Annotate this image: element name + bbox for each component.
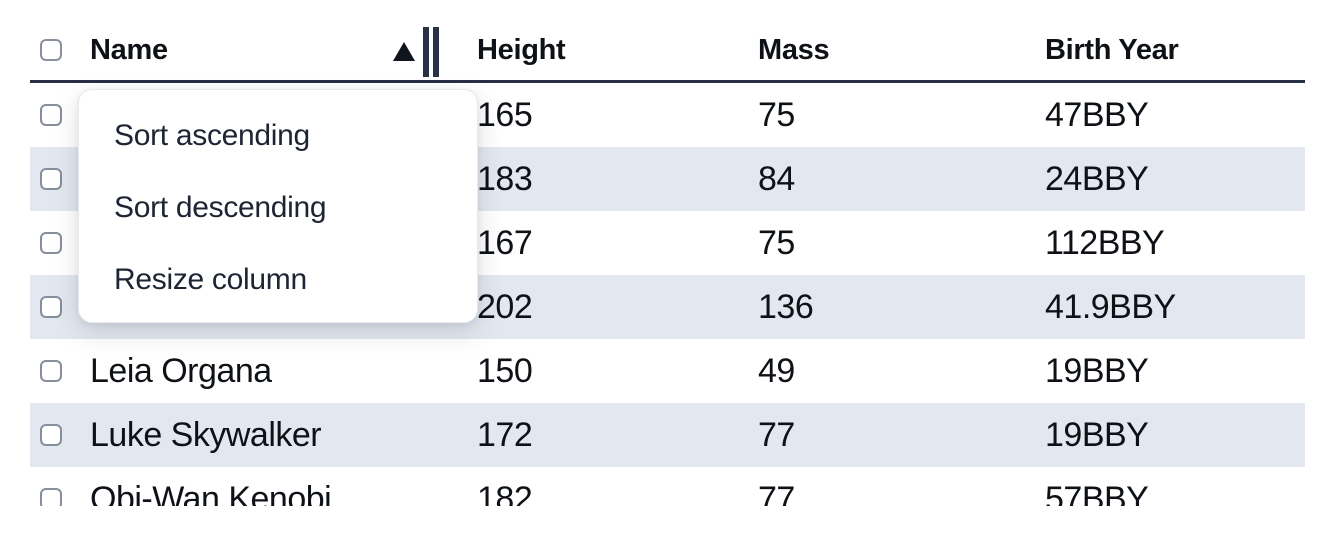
- menu-item-sort-descending[interactable]: Sort descending: [114, 191, 327, 224]
- table-row: 165 75 47BBY: [30, 83, 1305, 147]
- sort-ascending-icon: [393, 42, 415, 61]
- name-cell: Obi-Wan Kenobi: [90, 479, 332, 507]
- mass-cell: 75: [758, 95, 795, 134]
- column-header-mass[interactable]: Mass: [758, 33, 830, 66]
- column-header-name[interactable]: Name: [80, 20, 477, 80]
- height-cell: 167: [477, 223, 533, 262]
- birth-year-cell: 47BBY: [1045, 95, 1149, 134]
- row-checkbox[interactable]: [40, 424, 62, 446]
- menu-item-sort-ascending[interactable]: Sort ascending: [114, 119, 310, 152]
- name-cell: Luke Skywalker: [90, 415, 322, 454]
- header-checkbox-cell: [30, 39, 80, 61]
- resize-bar-icon: [433, 27, 439, 77]
- row-checkbox[interactable]: [40, 296, 62, 318]
- row-checkbox[interactable]: [40, 488, 62, 506]
- table-row: Luke Skywalker 172 77 19BBY: [30, 403, 1305, 467]
- table-row: 167 75 112BBY: [30, 211, 1305, 275]
- birth-year-cell: 41.9BBY: [1045, 287, 1176, 326]
- mass-cell: 77: [758, 479, 795, 507]
- height-cell: 202: [477, 287, 533, 326]
- mass-cell: 84: [758, 159, 795, 198]
- birth-year-cell: 57BBY: [1045, 479, 1149, 507]
- mass-cell: 49: [758, 351, 795, 390]
- resize-bar-icon: [423, 27, 429, 77]
- mass-cell: 136: [758, 287, 814, 326]
- mass-cell: 75: [758, 223, 795, 262]
- column-header-height[interactable]: Height: [477, 33, 566, 66]
- height-cell: 165: [477, 95, 533, 134]
- table-header-row: Name Height Mass Birth Year: [30, 20, 1305, 83]
- menu-item-resize-column[interactable]: Resize column: [114, 263, 307, 296]
- height-cell: 172: [477, 415, 533, 454]
- row-checkbox[interactable]: [40, 232, 62, 254]
- column-context-menu: Sort ascending Sort descending Resize co…: [78, 89, 478, 323]
- column-header-name-label: Name: [90, 33, 168, 66]
- table-row: Leia Organa 150 49 19BBY: [30, 339, 1305, 403]
- table-row: Obi-Wan Kenobi 182 77 57BBY: [30, 467, 1305, 506]
- column-header-birth-year[interactable]: Birth Year: [1045, 33, 1179, 66]
- height-cell: 182: [477, 479, 533, 507]
- birth-year-cell: 112BBY: [1045, 223, 1165, 262]
- height-cell: 150: [477, 351, 533, 390]
- column-resize-handle[interactable]: [423, 27, 440, 77]
- row-checkbox[interactable]: [40, 104, 62, 126]
- mass-cell: 77: [758, 415, 795, 454]
- birth-year-cell: 24BBY: [1045, 159, 1149, 198]
- birth-year-cell: 19BBY: [1045, 415, 1149, 454]
- height-cell: 183: [477, 159, 533, 198]
- name-cell: Leia Organa: [90, 351, 272, 390]
- row-checkbox[interactable]: [40, 168, 62, 190]
- birth-year-cell: 19BBY: [1045, 351, 1149, 390]
- select-all-checkbox[interactable]: [40, 39, 62, 61]
- row-checkbox[interactable]: [40, 360, 62, 382]
